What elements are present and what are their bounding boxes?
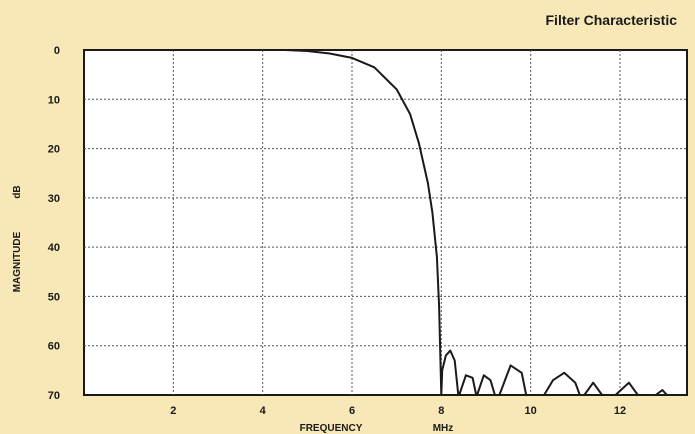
chart-title: Filter Characteristic <box>546 12 678 28</box>
x-tick-label: 4 <box>260 405 267 417</box>
y-tick-label: 20 <box>48 144 60 156</box>
y-tick-label: 50 <box>48 291 60 303</box>
x-tick-label: 2 <box>170 405 176 417</box>
x-tick-labels: 2 4 6 8 10 12 <box>170 405 626 417</box>
x-tick-label: 6 <box>349 405 355 417</box>
y-axis-label: MAGNITUDE <box>12 231 23 292</box>
y-tick-label: 10 <box>48 94 60 106</box>
x-axis-unit: MHz <box>433 423 454 434</box>
x-axis-label: FREQUENCY <box>300 423 363 434</box>
plot-area <box>83 49 688 396</box>
y-tick-label: 40 <box>48 242 60 254</box>
filter-response-line <box>83 49 668 396</box>
x-tick-label: 10 <box>525 405 537 417</box>
y-tick-label: 30 <box>48 193 60 205</box>
y-tick-labels: 0 10 20 30 40 50 60 70 <box>48 45 60 402</box>
y-tick-label: 60 <box>48 341 60 353</box>
grid <box>84 50 687 395</box>
y-axis-unit: dB <box>12 185 23 198</box>
y-tick-label: 0 <box>54 45 60 57</box>
x-tick-label: 8 <box>438 405 444 417</box>
y-tick-label: 70 <box>48 390 60 402</box>
x-tick-label: 12 <box>614 405 626 417</box>
